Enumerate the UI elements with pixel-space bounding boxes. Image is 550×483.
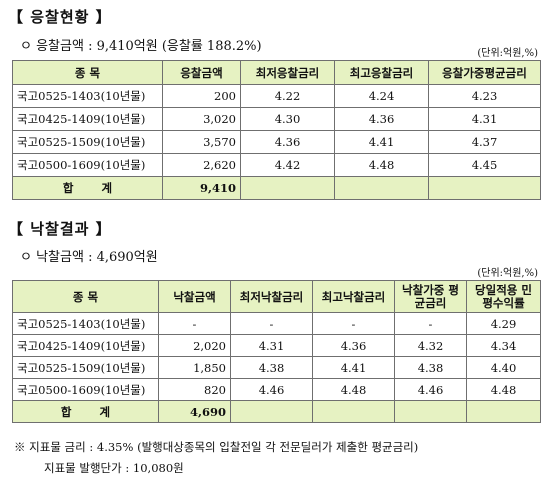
max-rate: 4.41: [334, 130, 429, 154]
total-amount: 4,690: [158, 400, 231, 423]
col-header: 낙찰금액: [158, 280, 231, 313]
note-benchmark-price: 지표물 발행단가 : 10,080원: [44, 461, 184, 475]
avg-rate: 4.45: [428, 153, 541, 177]
min-rate: 4.22: [240, 84, 335, 108]
col-header: 종 목: [12, 280, 159, 313]
award-amount: 1,850: [158, 356, 231, 379]
bond-name: 국고0425-1409(10년물): [12, 334, 159, 357]
bid-status-table: 종 목 응찰금액 최저응찰금리 최고응찰금리 응찰가중평균금리 국고0525-1…: [12, 60, 541, 200]
avg-rate: 4.31: [428, 107, 541, 131]
bond-name: 국고0500-1609(10년물): [12, 153, 163, 177]
bid-amount: 3,020: [162, 107, 241, 131]
bond-name: 국고0500-1609(10년물): [12, 378, 159, 401]
bid-amount: 200: [162, 84, 241, 108]
max-rate: 4.24: [334, 84, 429, 108]
table-row: 국고0525-1403(10년물) 200 4.22 4.24 4.23: [12, 84, 541, 108]
market-yield: 4.34: [466, 334, 541, 357]
total-empty-cell: [240, 176, 335, 200]
avg-rate: -: [394, 312, 467, 335]
col-header: 낙찰가중 평균금리: [394, 280, 467, 313]
col-header: 종 목: [12, 60, 163, 85]
table-header-row: 종 목 낙찰금액 최저낙찰금리 최고낙찰금리 낙찰가중 평균금리 당일적용 민평…: [12, 280, 541, 313]
section2-unit: (단위:억원,%): [477, 268, 538, 279]
total-empty-cell: [230, 400, 313, 423]
col-header: 최저응찰금리: [240, 60, 335, 85]
total-empty-cell: [466, 400, 541, 423]
col-header: 최저낙찰금리: [230, 280, 313, 313]
total-label: 합 계: [12, 400, 159, 423]
table-row: 국고0525-1403(10년물) - - - - 4.29: [12, 312, 541, 335]
table-row: 국고0525-1509(10년물) 3,570 4.36 4.41 4.37: [12, 130, 541, 154]
col-header: 당일적용 민평수익률: [466, 280, 541, 313]
min-rate: 4.31: [230, 334, 313, 357]
max-rate: -: [312, 312, 395, 335]
bond-name: 국고0425-1409(10년물): [12, 107, 163, 131]
table-header-row: 종 목 응찰금액 최저응찰금리 최고응찰금리 응찰가중평균금리: [12, 60, 541, 85]
award-amount: -: [158, 312, 231, 335]
table-row: 국고0425-1409(10년물) 3,020 4.30 4.36 4.31: [12, 107, 541, 131]
total-empty-cell: [428, 176, 541, 200]
col-header: 최고낙찰금리: [312, 280, 395, 313]
min-rate: -: [230, 312, 313, 335]
market-yield: 4.29: [466, 312, 541, 335]
section2-bullet: ㅇ 낙찰금액 : 4,690억원: [20, 250, 158, 265]
total-empty-cell: [334, 176, 429, 200]
total-empty-cell: [312, 400, 395, 423]
min-rate: 4.38: [230, 356, 313, 379]
bond-name: 국고0525-1509(10년물): [12, 130, 163, 154]
max-rate: 4.36: [312, 334, 395, 357]
table-row: 국고0525-1509(10년물) 1,850 4.38 4.41 4.38 4…: [12, 356, 541, 379]
min-rate: 4.30: [240, 107, 335, 131]
col-header: 응찰가중평균금리: [428, 60, 541, 85]
col-header: 최고응찰금리: [334, 60, 429, 85]
table-row: 국고0500-1609(10년물) 2,620 4.42 4.48 4.45: [12, 153, 541, 177]
max-rate: 4.48: [334, 153, 429, 177]
avg-rate: 4.32: [394, 334, 467, 357]
section1-title: 【 응찰현황 】: [8, 8, 112, 26]
total-empty-cell: [394, 400, 467, 423]
bond-name: 국고0525-1403(10년물): [12, 312, 159, 335]
note-benchmark-rate: ※ 지표물 금리 : 4.35% (발행대상종목의 입찰전일 각 전문딜러가 제…: [14, 440, 419, 454]
total-amount: 9,410: [162, 176, 241, 200]
market-yield: 4.40: [466, 356, 541, 379]
max-rate: 4.48: [312, 378, 395, 401]
section1-unit: (단위:억원,%): [477, 48, 538, 59]
bid-amount: 3,570: [162, 130, 241, 154]
max-rate: 4.36: [334, 107, 429, 131]
award-result-table: 종 목 낙찰금액 최저낙찰금리 최고낙찰금리 낙찰가중 평균금리 당일적용 민평…: [12, 280, 541, 423]
col-header: 응찰금액: [162, 60, 241, 85]
avg-rate: 4.37: [428, 130, 541, 154]
avg-rate: 4.46: [394, 378, 467, 401]
section2-title: 【 낙찰결과 】: [8, 220, 112, 238]
table-row: 국고0425-1409(10년물) 2,020 4.31 4.36 4.32 4…: [12, 334, 541, 357]
bid-amount: 2,620: [162, 153, 241, 177]
min-rate: 4.46: [230, 378, 313, 401]
min-rate: 4.36: [240, 130, 335, 154]
market-yield: 4.48: [466, 378, 541, 401]
total-row: 합 계 9,410: [12, 176, 541, 200]
bond-name: 국고0525-1403(10년물): [12, 84, 163, 108]
avg-rate: 4.23: [428, 84, 541, 108]
max-rate: 4.41: [312, 356, 395, 379]
total-label: 합 계: [12, 176, 163, 200]
award-amount: 2,020: [158, 334, 231, 357]
avg-rate: 4.38: [394, 356, 467, 379]
min-rate: 4.42: [240, 153, 335, 177]
section1-bullet: ㅇ 응찰금액 : 9,410억원 (응찰률 188.2%): [20, 39, 262, 54]
table-row: 국고0500-1609(10년물) 820 4.46 4.48 4.46 4.4…: [12, 378, 541, 401]
award-amount: 820: [158, 378, 231, 401]
total-row: 합 계 4,690: [12, 400, 541, 423]
bond-name: 국고0525-1509(10년물): [12, 356, 159, 379]
